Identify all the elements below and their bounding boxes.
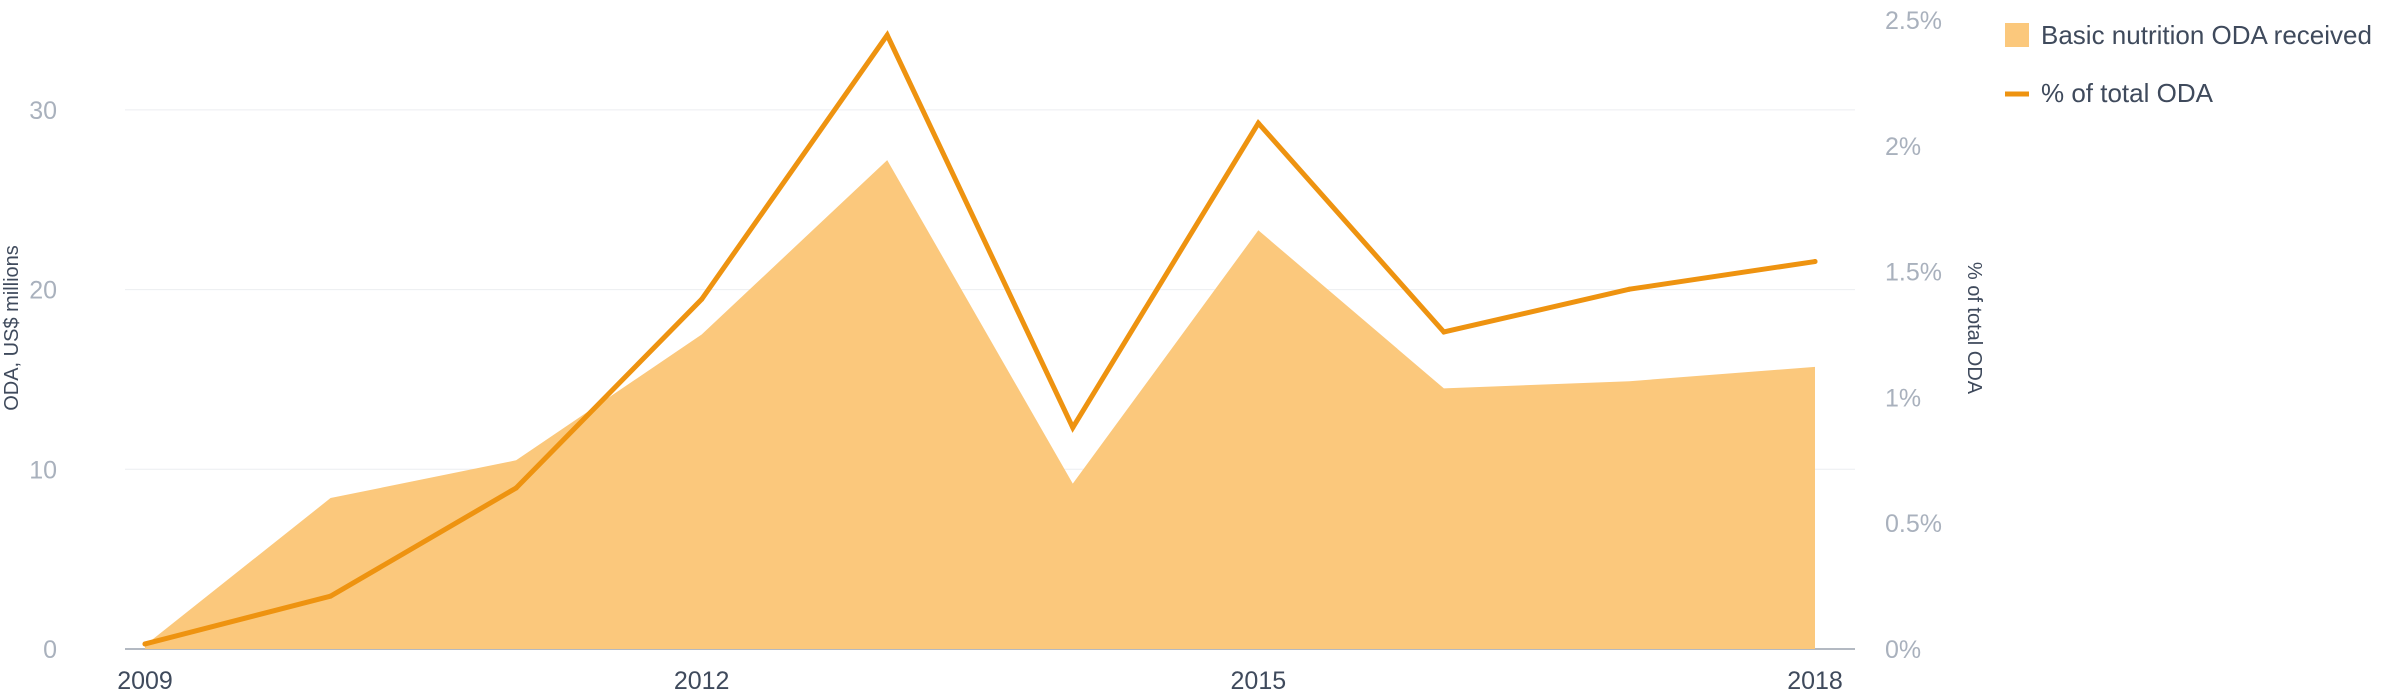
- right-tick-label-2: 2%: [1885, 133, 1921, 161]
- x-axis: 2009 2012 2015 2018: [117, 667, 1843, 695]
- left-axis: 0 10 20 30: [29, 97, 57, 664]
- area-basic-nutrition-oda: [145, 160, 1815, 650]
- legend: Basic nutrition ODA received % of total …: [2005, 20, 2372, 108]
- line-point-2014: [1070, 425, 1076, 431]
- area-series: [145, 160, 1815, 650]
- legend-item-area[interactable]: Basic nutrition ODA received: [2005, 20, 2372, 50]
- x-tick-label-2012: 2012: [674, 667, 730, 695]
- legend-label-area: Basic nutrition ODA received: [2041, 20, 2372, 50]
- legend-swatch-area: [2005, 23, 2029, 47]
- left-tick-label-20: 20: [29, 277, 57, 305]
- line-point-2013: [884, 32, 890, 38]
- line-point-2015: [1255, 120, 1261, 126]
- right-tick-label-0: 0%: [1885, 636, 1921, 664]
- left-tick-label-30: 30: [29, 97, 57, 125]
- line-point-2010: [328, 593, 334, 599]
- right-tick-label-1: 1%: [1885, 384, 1921, 412]
- right-tick-label-2.5: 2.5%: [1885, 7, 1942, 35]
- x-tick-label-2018: 2018: [1787, 667, 1843, 695]
- line-point-2017: [1626, 286, 1632, 292]
- x-tick-label-2009: 2009: [117, 667, 173, 695]
- x-tick-label-2015: 2015: [1231, 667, 1287, 695]
- line-point-2018: [1812, 259, 1818, 265]
- left-tick-label-0: 0: [43, 636, 57, 664]
- right-axis: 0% 0.5% 1% 1.5% 2% 2.5%: [1885, 7, 1942, 664]
- line-point-2012: [699, 296, 705, 302]
- line-point-2016: [1441, 329, 1447, 335]
- line-percent-total-oda: [142, 30, 1818, 647]
- legend-item-line[interactable]: % of total ODA: [2005, 78, 2214, 108]
- line-point-2009: [142, 641, 148, 647]
- legend-label-line: % of total ODA: [2041, 78, 2214, 108]
- right-axis-title: % of total ODA: [1963, 262, 1985, 395]
- left-tick-label-10: 10: [29, 456, 57, 484]
- line-point-2011: [513, 485, 519, 491]
- right-tick-label-1.5: 1.5%: [1885, 259, 1942, 287]
- line-series: [142, 30, 1818, 647]
- left-axis-title: ODA, US$ millions: [1, 245, 23, 411]
- right-tick-label-0.5: 0.5%: [1885, 510, 1942, 538]
